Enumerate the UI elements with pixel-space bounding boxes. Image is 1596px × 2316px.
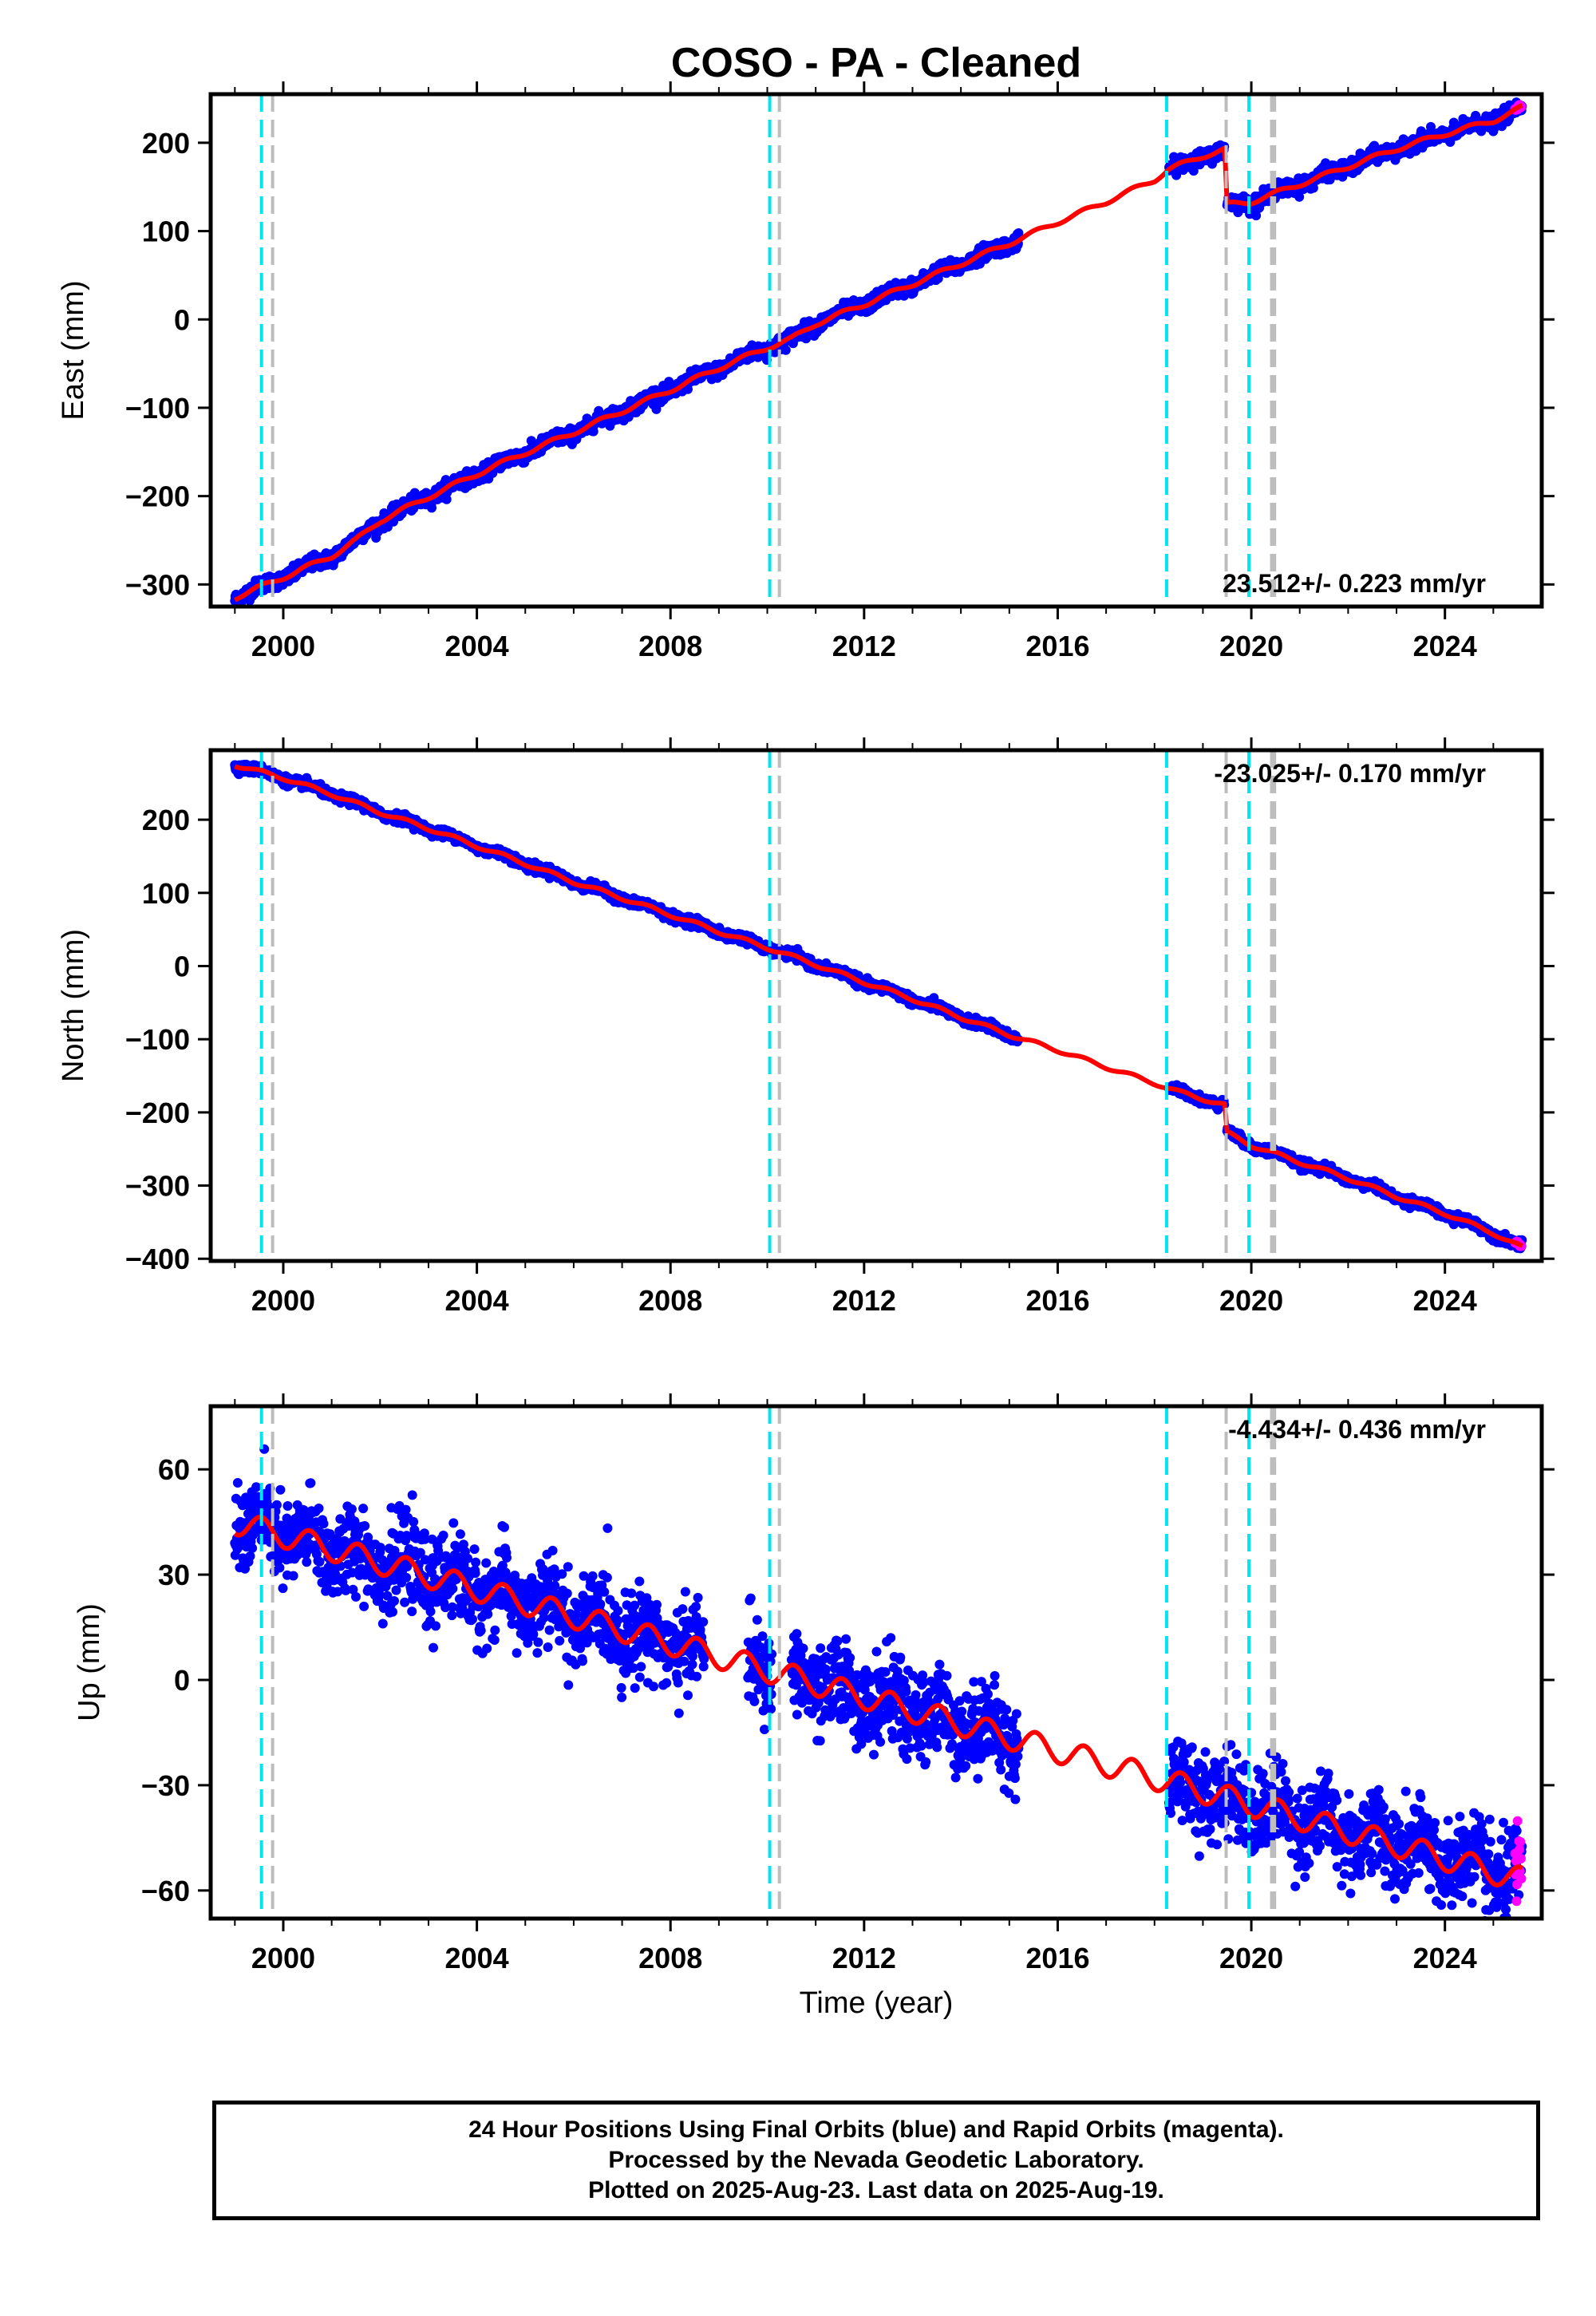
y-tick-label: −300 (125, 568, 190, 601)
data-point (1251, 211, 1262, 221)
x-tick-label: 2000 (251, 630, 315, 662)
data-point (780, 345, 791, 355)
panel-east: 2000 2004 2008 2012 2016 2020 2024 200 100 0 −100 −… (57, 81, 1555, 662)
data-point (651, 404, 662, 414)
x-tick-label: 2020 (1219, 630, 1283, 662)
x-tick-label: 2024 (1413, 630, 1477, 662)
rate-label: 23.512+/- 0.223 mm/yr (1223, 569, 1486, 598)
data-point (1013, 228, 1024, 238)
x-tick-label: 2016 (1025, 630, 1089, 662)
data-point (1171, 170, 1182, 180)
x-tick-label: 2004 (445, 630, 509, 662)
panel-north: 2000 2004 2008 2012 2016 2020 20242001000−100−… (57, 737, 1555, 1317)
model-line (233, 103, 1524, 603)
plot-frame (208, 92, 1544, 609)
data-point (1294, 192, 1305, 202)
observations (230, 97, 1527, 607)
data-point (1426, 121, 1436, 132)
data-point (441, 494, 452, 504)
data-point (427, 503, 437, 513)
x-tick-label: 2012 (832, 630, 896, 662)
plot-area (230, 94, 1527, 607)
y-axis-label: East (mm) (57, 280, 90, 420)
data-point (1308, 183, 1318, 193)
plot-area (230, 750, 1527, 1261)
chart-title: COSO - PA - Cleaned (671, 40, 1081, 86)
observations (230, 759, 1527, 1254)
y-tick-label: 200 (142, 127, 190, 160)
y-tick-label: −100 (125, 392, 190, 425)
y-tick-label: 100 (142, 215, 190, 248)
x-tick-label: 2008 (638, 630, 702, 662)
y-tick-label: −200 (125, 480, 190, 513)
y-tick-label: 0 (174, 303, 190, 336)
